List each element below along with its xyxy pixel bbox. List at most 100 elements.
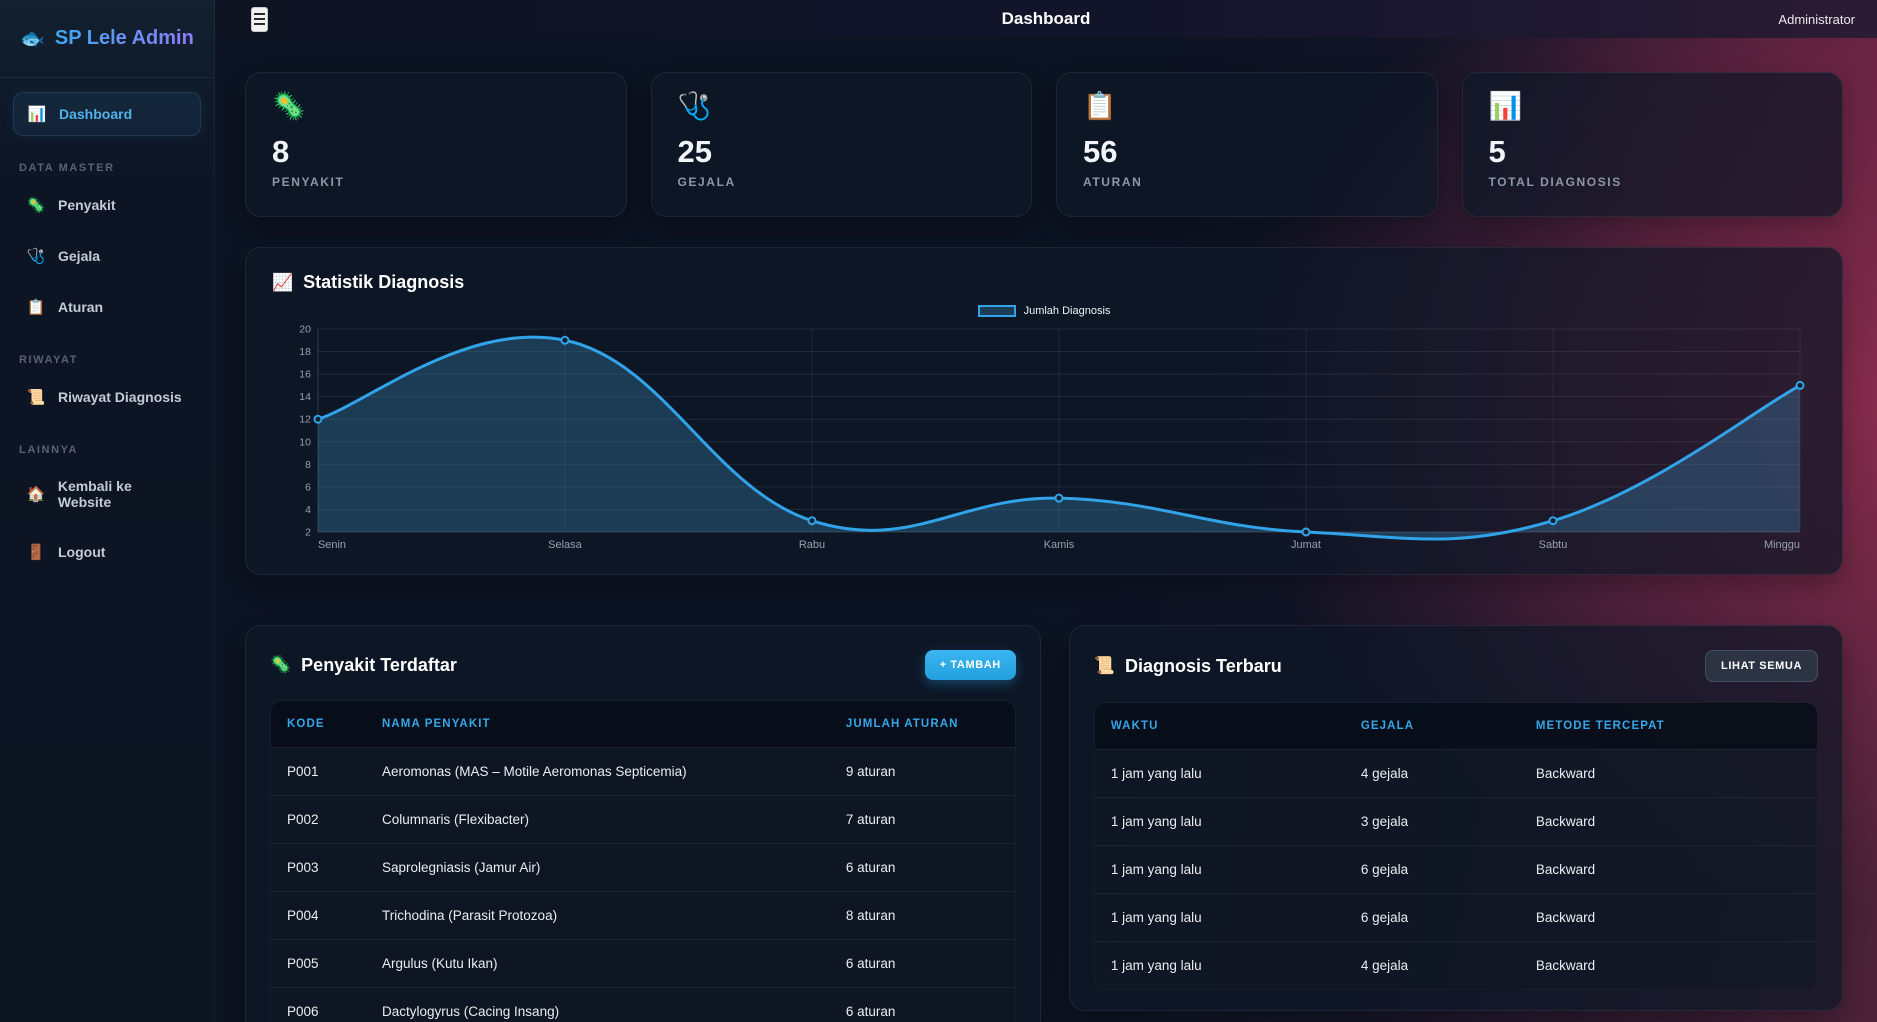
cell-waktu: 1 jam yang lalu — [1110, 958, 1202, 973]
table-row[interactable]: 1 jam yang lalu 4 gejala Backward — [1094, 941, 1817, 989]
svg-text:10: 10 — [299, 437, 311, 448]
cell-kode: P005 — [287, 956, 319, 971]
sidebar-section-data-master: DATA MASTER — [19, 162, 115, 174]
lihat-semua-button[interactable]: LIHAT SEMUA — [1705, 650, 1818, 682]
cell-jumlah-aturan: 6 aturan — [845, 956, 896, 971]
svg-text:Kamis: Kamis — [1044, 539, 1075, 551]
sidebar-item-logout[interactable]: 🚪 Logout — [13, 531, 201, 573]
chart-card-title: Statistik Diagnosis — [303, 272, 465, 292]
cell-metode: Backward — [1535, 766, 1596, 781]
cell-gejala: 6 gejala — [1360, 910, 1409, 925]
user-name[interactable]: Administrator — [1778, 11, 1855, 27]
stethoscope-icon: 🩺 — [26, 248, 46, 265]
table-row[interactable]: P002 Columnaris (Flexibacter) 7 aturan — [271, 795, 1015, 843]
cell-nama-penyakit: Dactylogyrus (Cacing Insang) — [382, 1004, 560, 1019]
cell-jumlah-aturan: 9 aturan — [845, 764, 896, 779]
col-waktu: WAKTU — [1110, 720, 1159, 732]
app-title: SP Lele Admin — [54, 27, 194, 49]
diagnosis-line-chart: 2 4 6 8 10 12 14 16 18 20 Senin Selasa Rabu Kamis Juma… — [299, 324, 1805, 551]
app-logo: 🐟 SP Lele Admin — [0, 0, 214, 78]
chart-increasing-icon: 📈 — [272, 272, 294, 292]
svg-text:16: 16 — [299, 370, 311, 381]
menu-toggle-icon[interactable] — [251, 6, 268, 32]
page-title: Dashboard — [1001, 9, 1091, 28]
stat-value: 25 — [677, 134, 712, 169]
sidebar-item-label: Logout — [58, 544, 106, 560]
table-row[interactable]: 1 jam yang lalu 3 gejala Backward — [1094, 797, 1817, 845]
stat-card: 🦠 8 PENYAKIT — [245, 72, 627, 217]
col-gejala: GEJALA — [1360, 720, 1415, 732]
cell-kode: P004 — [287, 908, 319, 923]
diagnosis-terbaru-card: 📜 Diagnosis Terbaru LIHAT SEMUA WAKTU GE… — [1068, 625, 1843, 1011]
penyakit-table: KODE NAMA PENYAKIT JUMLAH ATURAN P001 Ae… — [270, 700, 1016, 1022]
cell-kode: P003 — [287, 860, 319, 875]
stat-label: TOTAL DIAGNOSIS — [1488, 175, 1622, 189]
col-kode: KODE — [287, 718, 325, 730]
col-nama-penyakit: NAMA PENYAKIT — [382, 718, 491, 730]
svg-text:6: 6 — [305, 482, 311, 493]
stat-label: GEJALA — [677, 175, 736, 189]
statistik-diagnosis-card: 📈 Statistik Diagnosis Jumlah Diagnosis 2… — [245, 247, 1843, 575]
cell-jumlah-aturan: 7 aturan — [845, 812, 896, 827]
stat-icon: 🦠 — [272, 91, 306, 121]
stat-icon: 📊 — [1488, 91, 1523, 121]
clipboard-icon: 📋 — [26, 299, 46, 316]
table-row[interactable]: 1 jam yang lalu 4 gejala Backward — [1094, 749, 1817, 797]
sidebar-item-label: Kembali ke Website — [57, 478, 132, 510]
table-row[interactable]: P005 Argulus (Kutu Ikan) 6 aturan — [271, 939, 1015, 987]
cell-kode: P002 — [287, 812, 319, 827]
cell-gejala: 4 gejala — [1360, 766, 1409, 781]
sidebar-item-label: Penyakit — [58, 197, 116, 213]
svg-text:Minggu: Minggu — [1764, 539, 1800, 551]
microbe-icon: 🦠 — [270, 655, 292, 674]
stat-card: 📊 5 TOTAL DIAGNOSIS — [1461, 72, 1843, 217]
sidebar-item-dashboard[interactable]: 📊 Dashboard — [13, 92, 201, 136]
bar-chart-icon: 📊 — [27, 106, 47, 123]
sidebar-nav: 📊 Dashboard DATA MASTER 🦠 Penyakit 🩺 Gej… — [0, 78, 214, 587]
sidebar-item-aturan[interactable]: 📋 Aturan — [13, 286, 201, 328]
cell-waktu: 1 jam yang lalu — [1110, 814, 1202, 829]
sidebar-item-label: Gejala — [58, 248, 101, 264]
diagnosis-card-title: Diagnosis Terbaru — [1125, 655, 1282, 676]
tambah-button[interactable]: + TAMBAH — [924, 650, 1016, 680]
door-icon: 🚪 — [26, 544, 46, 561]
col-metode-tercepat: METODE TERCEPAT — [1535, 720, 1665, 732]
stat-value: 56 — [1083, 134, 1118, 169]
legend-label: Jumlah Diagnosis — [1023, 305, 1111, 317]
sidebar: 🐟 SP Lele Admin 📊 Dashboard DATA MASTER … — [0, 0, 215, 1022]
penyakit-card-title: Penyakit Terdaftar — [301, 654, 457, 675]
cell-nama-penyakit: Trichodina (Parasit Protozoa) — [382, 908, 558, 923]
svg-text:4: 4 — [305, 505, 311, 516]
sidebar-item-riwayat-diagnosis[interactable]: 📜 Riwayat Diagnosis — [13, 376, 201, 418]
cell-kode: P001 — [287, 764, 319, 779]
table-header-row: WAKTU GEJALA METODE TERCEPAT — [1094, 703, 1817, 749]
cell-kode: P006 — [287, 1004, 319, 1019]
sidebar-section-riwayat: RIWAYAT — [19, 354, 79, 366]
cell-jumlah-aturan: 6 aturan — [845, 1004, 896, 1019]
table-row[interactable]: P003 Saprolegniasis (Jamur Air) 6 aturan — [271, 843, 1015, 891]
sidebar-item-gejala[interactable]: 🩺 Gejala — [13, 235, 201, 277]
sidebar-item-kembali-ke-website[interactable]: 🏠 Kembali ke Website — [13, 466, 201, 522]
table-row[interactable]: 1 jam yang lalu 6 gejala Backward — [1094, 845, 1817, 893]
table-row[interactable]: P006 Dactylogyrus (Cacing Insang) 6 atur… — [271, 987, 1015, 1022]
penyakit-terdaftar-card: 🦠 Penyakit Terdaftar + TAMBAH KODE NAMA … — [245, 625, 1041, 1022]
table-row[interactable]: P004 Trichodina (Parasit Protozoa) 8 atu… — [271, 891, 1015, 939]
microbe-icon: 🦠 — [26, 197, 46, 214]
house-icon: 🏠 — [26, 486, 46, 503]
scroll-icon: 📜 — [26, 389, 46, 406]
stat-label: PENYAKIT — [272, 175, 345, 189]
sidebar-item-label: Dashboard — [59, 106, 133, 122]
stat-label: ATURAN — [1083, 175, 1143, 189]
svg-text:Rabu: Rabu — [799, 539, 825, 551]
stat-card: 📋 56 ATURAN — [1056, 72, 1438, 217]
chart-legend[interactable]: Jumlah Diagnosis — [272, 305, 1816, 317]
diagnosis-table: WAKTU GEJALA METODE TERCEPAT 1 jam yang … — [1093, 702, 1818, 990]
stats-row: 🦠 8 PENYAKIT 🩺 25 GEJALA 📋 56 ATURAN 📊 5… — [245, 72, 1843, 217]
table-header-row: KODE NAMA PENYAKIT JUMLAH ATURAN — [271, 701, 1015, 747]
cell-nama-penyakit: Saprolegniasis (Jamur Air) — [382, 860, 541, 875]
legend-color-box — [977, 305, 1016, 317]
table-row[interactable]: P001 Aeromonas (MAS – Motile Aeromonas S… — [271, 747, 1015, 795]
cell-metode: Backward — [1535, 958, 1596, 973]
sidebar-item-penyakit[interactable]: 🦠 Penyakit — [13, 184, 201, 226]
table-row[interactable]: 1 jam yang lalu 6 gejala Backward — [1094, 893, 1817, 941]
